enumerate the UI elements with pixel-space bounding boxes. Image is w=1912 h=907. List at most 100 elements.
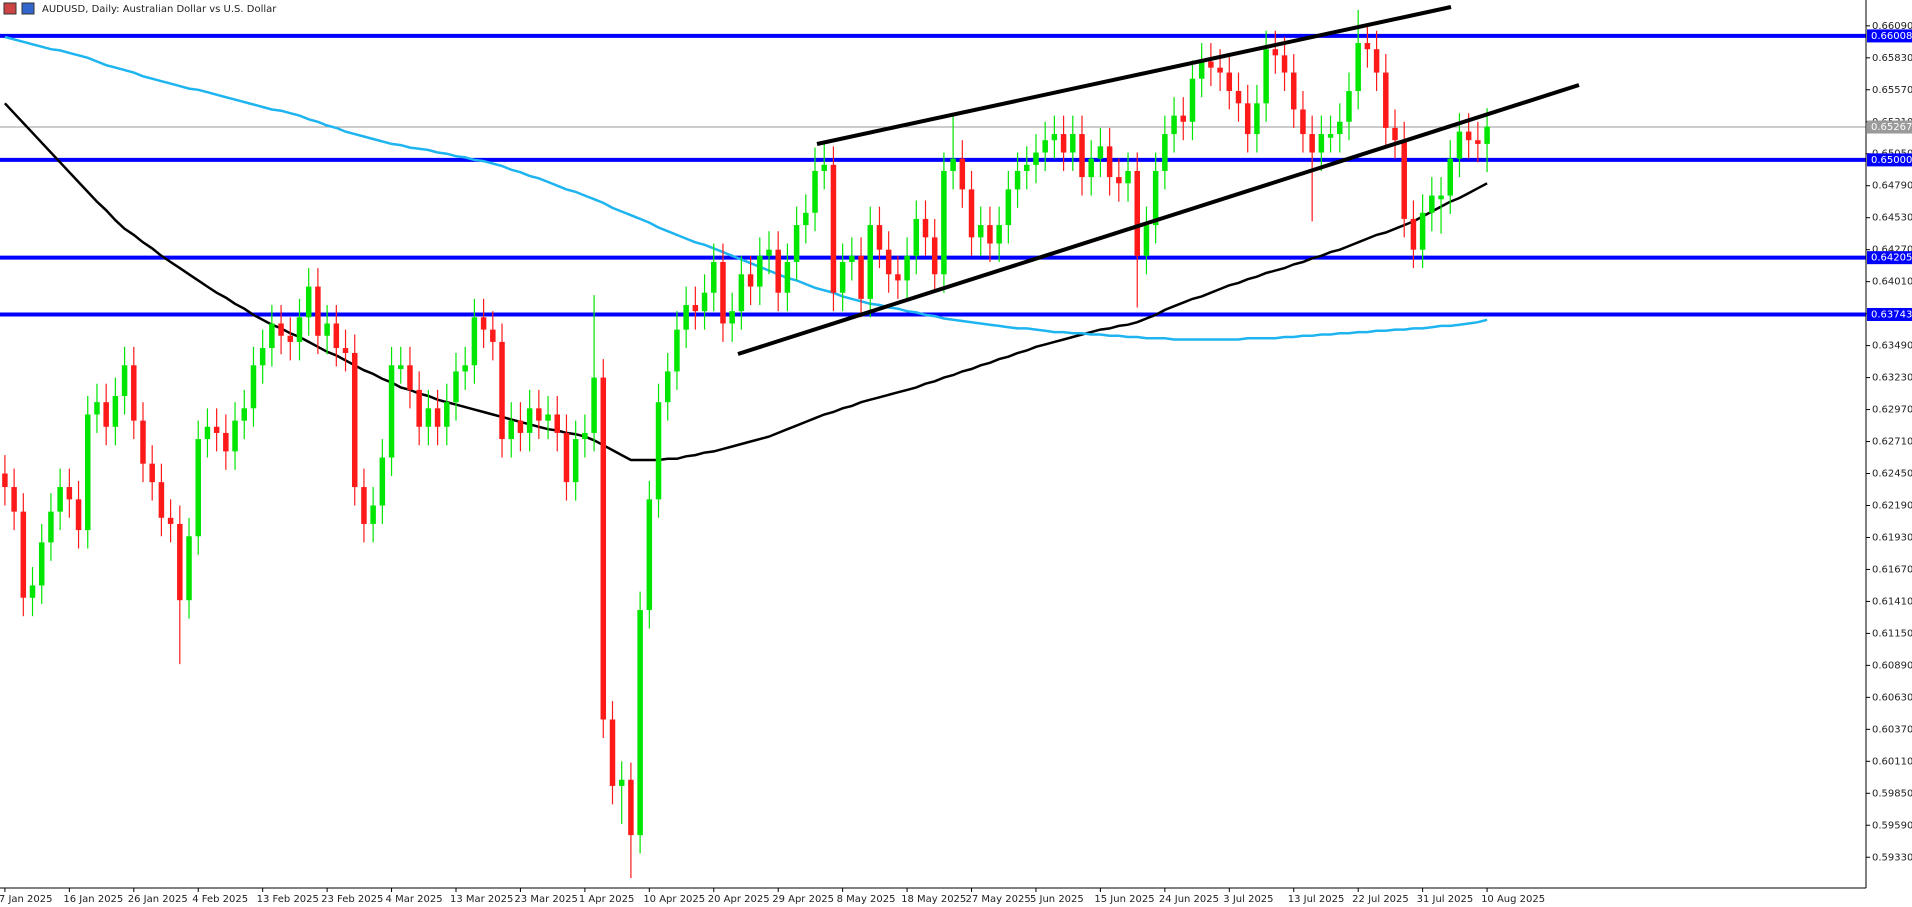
candle-body xyxy=(885,249,892,275)
candle-body xyxy=(683,305,689,330)
candle-body xyxy=(434,408,441,427)
candle-body xyxy=(1475,140,1481,144)
level-line-label: 0.66008 xyxy=(1871,31,1912,42)
x-tick-label: 22 Jul 2025 xyxy=(1352,894,1409,905)
candle-body xyxy=(784,261,791,293)
x-tick-label: 13 Mar 2025 xyxy=(450,894,513,905)
x-tick-label: 24 Jun 2025 xyxy=(1159,894,1219,905)
axis-labels: 0.660900.658300.655700.653100.650500.647… xyxy=(0,21,1912,905)
candle-body xyxy=(1097,146,1104,159)
x-tick-label: 8 May 2025 xyxy=(837,894,896,905)
candle-body xyxy=(444,402,450,427)
candle-body xyxy=(2,473,8,488)
level-line-label: 0.65000 xyxy=(1871,155,1912,166)
candle-body xyxy=(987,225,993,244)
candle-body xyxy=(508,420,514,440)
candle-body xyxy=(241,408,248,421)
y-tick-label: 0.59330 xyxy=(1872,852,1912,863)
candle-body xyxy=(803,212,809,226)
candle-body xyxy=(342,348,349,353)
candle-body xyxy=(1244,103,1251,135)
candle-body xyxy=(1300,109,1306,135)
candle-body xyxy=(223,432,229,452)
candle-body xyxy=(600,377,607,720)
candle-body xyxy=(1309,134,1315,153)
chart-title: AUDUSD, Daily: Australian Dollar vs U.S.… xyxy=(42,4,277,15)
candle-body xyxy=(11,487,17,512)
candle-body xyxy=(1042,140,1048,153)
candle-body xyxy=(131,365,137,421)
y-tick-label: 0.62710 xyxy=(1872,437,1912,448)
candle-body xyxy=(29,585,36,598)
candle-body xyxy=(609,719,616,786)
candle-body xyxy=(1189,78,1196,122)
x-tick-label: 29 Apr 2025 xyxy=(772,894,834,905)
candle-body xyxy=(1456,131,1463,159)
x-tick-label: 15 Jun 2025 xyxy=(1094,894,1154,905)
level-line-tag xyxy=(1867,153,1912,167)
candle-body xyxy=(75,499,82,531)
y-tick-label: 0.66090 xyxy=(1872,21,1912,32)
plot xyxy=(0,9,1866,879)
candle-body xyxy=(1134,170,1140,256)
candle-body xyxy=(499,341,505,440)
y-tick-label: 0.59850 xyxy=(1872,788,1912,799)
candle-body xyxy=(1263,49,1269,104)
trend-line xyxy=(737,83,1580,356)
candle-body xyxy=(526,408,533,433)
candle-body xyxy=(250,365,257,409)
y-tick-label: 0.63230 xyxy=(1872,373,1912,384)
candle-body xyxy=(821,164,827,171)
candle-body xyxy=(269,323,275,349)
candle-body xyxy=(296,317,303,342)
candle-body xyxy=(793,225,800,262)
x-tick-label: 18 May 2025 xyxy=(901,894,966,905)
moving-average xyxy=(4,35,1488,341)
candle-body xyxy=(1051,134,1058,141)
candle-body xyxy=(1281,55,1288,73)
level-line-tag xyxy=(1867,251,1912,265)
candle-body xyxy=(388,365,395,458)
candle-body xyxy=(858,255,864,299)
y-tick-label: 0.62190 xyxy=(1872,500,1912,511)
candle-body xyxy=(941,170,947,275)
candle-body xyxy=(922,218,929,238)
candle-body xyxy=(112,396,119,427)
level-line-tag xyxy=(1867,307,1912,321)
candle-body xyxy=(1410,218,1417,250)
y-tick-label: 0.64790 xyxy=(1872,181,1912,192)
y-tick-label: 0.60370 xyxy=(1872,724,1912,735)
candle-body xyxy=(1346,91,1352,122)
candle-body xyxy=(462,365,468,372)
candle-body xyxy=(554,414,561,433)
candle-body xyxy=(1429,195,1435,213)
y-tick-label: 0.60110 xyxy=(1872,756,1912,767)
icon xyxy=(21,2,35,15)
candle-body xyxy=(149,463,155,483)
candle-body xyxy=(158,482,165,518)
candle-body xyxy=(738,274,745,312)
candle-body xyxy=(1005,189,1012,226)
candle-body xyxy=(259,348,266,366)
y-tick-label: 0.61410 xyxy=(1872,596,1912,607)
candle-body xyxy=(1419,212,1426,250)
x-tick-label: 16 Jan 2025 xyxy=(63,894,123,905)
candle-body xyxy=(471,317,478,366)
candle-body xyxy=(490,329,496,342)
y-tick-label: 0.61150 xyxy=(1872,628,1912,639)
y-tick-label: 0.61930 xyxy=(1872,532,1912,543)
candle-body xyxy=(48,511,54,543)
y-tick-label: 0.64010 xyxy=(1872,277,1912,288)
candle-body xyxy=(1116,177,1122,184)
candle-body xyxy=(996,225,1002,244)
candle-body xyxy=(913,218,920,256)
x-tick-label: 13 Jul 2025 xyxy=(1288,894,1345,905)
candle-body xyxy=(177,523,183,601)
x-tick-label: 4 Mar 2025 xyxy=(386,894,443,905)
y-tick-label: 0.60890 xyxy=(1872,660,1912,671)
candle-body xyxy=(379,457,386,506)
candle-body xyxy=(950,158,956,171)
candle-body xyxy=(536,408,542,421)
